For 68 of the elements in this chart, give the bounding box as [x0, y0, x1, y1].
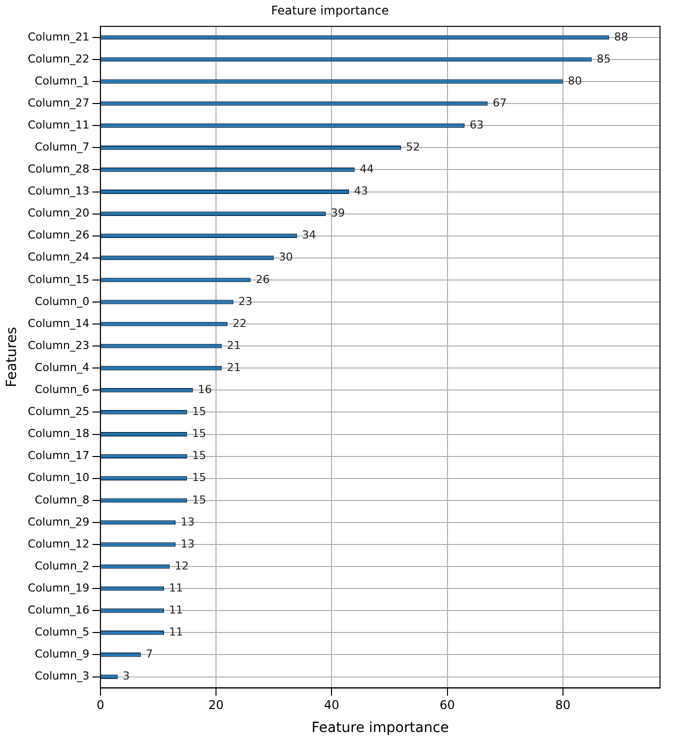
data-label: 52 [406, 140, 420, 154]
y-tick-label: Column_23 [28, 338, 90, 352]
x-tick-label: 80 [555, 698, 571, 712]
data-label: 63 [470, 118, 484, 132]
data-label: 15 [192, 471, 206, 484]
y-tick-label: Column_11 [28, 118, 90, 132]
y-tick-label: Column_4 [34, 360, 90, 374]
y-tick-label: Column_5 [34, 626, 90, 639]
y-axis-title: Features [4, 327, 20, 388]
data-label: 22 [232, 316, 247, 330]
data-label: 43 [354, 184, 368, 198]
data-label: 44 [360, 162, 374, 176]
data-label: 15 [192, 427, 206, 440]
y-tick-label: Column_10 [28, 471, 90, 484]
y-tick-label: Column_3 [34, 670, 90, 683]
y-tick-label: Column_15 [28, 272, 90, 286]
y-tick-label: Column_8 [34, 493, 90, 506]
data-label: 34 [302, 228, 316, 242]
y-tick-label: Column_7 [34, 140, 90, 154]
y-tick-label: Column_27 [28, 96, 90, 110]
y-tick-label: Column_28 [28, 162, 90, 176]
data-label: 23 [238, 294, 252, 308]
data-label: 21 [226, 338, 241, 352]
x-tick-label: 40 [324, 698, 340, 712]
y-tick-label: Column_9 [34, 648, 90, 661]
data-label: 12 [174, 559, 189, 572]
y-tick-label: Column_20 [28, 206, 90, 220]
y-tick-label: Column_2 [34, 559, 90, 572]
data-label: 39 [330, 206, 345, 220]
data-label: 11 [169, 603, 184, 616]
data-label: 15 [192, 449, 206, 462]
y-tick-label: Column_16 [28, 603, 90, 616]
data-label: 11 [169, 626, 184, 639]
y-tick-label: Column_12 [28, 537, 90, 550]
data-label: 15 [192, 405, 206, 418]
y-tick-label: Column_18 [28, 427, 90, 440]
y-tick-label: Column_24 [28, 250, 90, 264]
data-label: 15 [192, 493, 206, 506]
y-tick-label: Column_6 [34, 383, 90, 396]
x-axis-title: Feature importance [312, 720, 449, 736]
data-label: 13 [180, 515, 195, 528]
data-label: 26 [256, 272, 270, 286]
x-tick-label: 0 [96, 698, 104, 712]
y-tick-label: Column_29 [28, 515, 90, 528]
data-label: 30 [278, 250, 293, 264]
data-label: 21 [226, 360, 241, 374]
data-label: 7 [146, 648, 153, 661]
data-label: 3 [122, 670, 130, 683]
y-tick-label: Column_21 [28, 30, 90, 44]
x-tick-label: 60 [440, 698, 455, 712]
y-tick-label: Column_19 [28, 581, 90, 594]
y-tick-label: Column_13 [28, 184, 90, 198]
chart-title: Feature importance [271, 3, 389, 18]
data-label: 16 [198, 383, 212, 396]
data-label: 11 [169, 581, 184, 594]
y-tick-label: Column_22 [28, 52, 90, 66]
y-tick-label: Column_25 [28, 405, 90, 418]
y-tick-label: Column_14 [28, 316, 90, 330]
data-label: 88 [614, 30, 628, 44]
data-label: 67 [492, 96, 507, 110]
y-tick-label: Column_17 [28, 449, 90, 462]
y-tick-label: Column_26 [28, 228, 90, 242]
x-tick-label: 20 [208, 698, 224, 712]
y-tick-label: Column_1 [34, 74, 90, 88]
data-label: 13 [180, 537, 195, 550]
data-label: 80 [568, 74, 582, 88]
data-label: 85 [596, 52, 611, 66]
y-tick-label: Column_0 [34, 294, 90, 308]
